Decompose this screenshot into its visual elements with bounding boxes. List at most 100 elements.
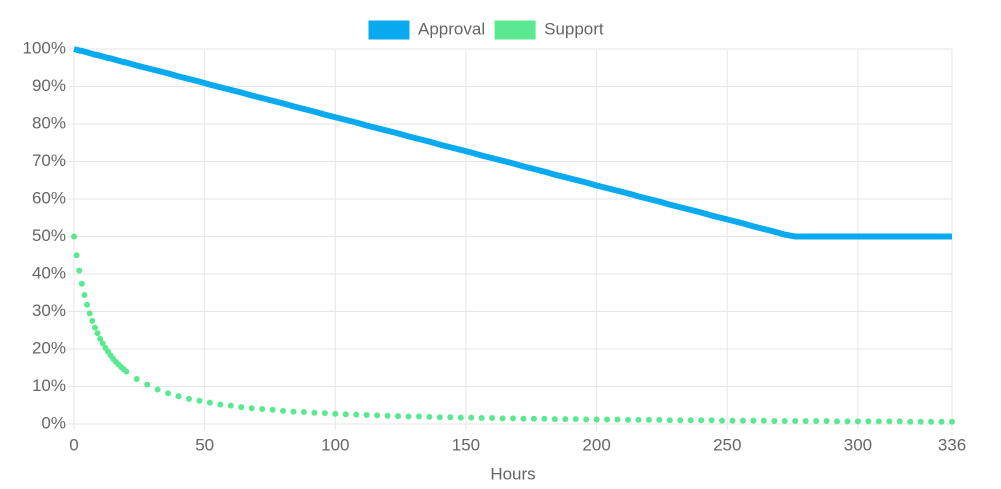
- y-tick-label: 10%: [32, 376, 66, 395]
- data-point: [624, 416, 631, 423]
- data-point: [530, 415, 537, 422]
- data-point: [123, 368, 130, 375]
- data-point: [84, 301, 91, 308]
- data-point: [698, 417, 705, 424]
- x-tick-label: 336: [938, 435, 966, 454]
- data-point: [99, 340, 106, 347]
- x-tick-label: 200: [582, 435, 610, 454]
- data-point: [269, 406, 276, 413]
- data-point: [342, 411, 349, 418]
- data-point: [97, 335, 104, 342]
- data-point: [499, 415, 506, 422]
- data-point: [771, 418, 778, 424]
- data-point: [719, 417, 726, 424]
- data-point: [154, 386, 161, 393]
- data-point: [729, 417, 736, 424]
- data-point: [928, 418, 935, 425]
- y-tick-label: 60%: [32, 188, 66, 207]
- data-point: [248, 405, 255, 412]
- data-point: [551, 416, 558, 423]
- data-point: [865, 418, 872, 425]
- data-point: [687, 417, 694, 424]
- data-point: [572, 416, 579, 423]
- data-point: [907, 418, 914, 425]
- data-point: [645, 416, 652, 423]
- x-tick-label: 100: [321, 435, 349, 454]
- data-point: [175, 393, 182, 400]
- data-point: [489, 415, 496, 421]
- data-point: [593, 416, 600, 423]
- legend-label: Approval: [418, 19, 485, 38]
- data-point: [206, 399, 213, 406]
- data-point: [635, 416, 642, 423]
- data-point: [311, 409, 318, 416]
- data-point: [666, 417, 673, 424]
- data-point: [78, 280, 85, 287]
- data-point: [76, 267, 83, 274]
- y-tick-label: 100%: [23, 38, 66, 57]
- data-point: [604, 416, 611, 423]
- data-point: [468, 414, 475, 421]
- data-point: [395, 413, 402, 420]
- data-point: [949, 418, 955, 425]
- data-point: [280, 407, 287, 414]
- data-point: [227, 402, 234, 409]
- y-tick-label: 40%: [32, 263, 66, 282]
- data-point: [165, 390, 172, 397]
- data-point: [739, 417, 746, 424]
- data-point: [813, 418, 820, 424]
- data-point: [875, 418, 882, 425]
- data-line: [73, 46, 952, 240]
- legend-swatch: [368, 20, 410, 40]
- data-point: [478, 415, 485, 421]
- data-point: [938, 418, 945, 425]
- data-point: [426, 413, 433, 420]
- data-point: [656, 416, 663, 423]
- data-point: [750, 417, 757, 424]
- data-point: [677, 417, 684, 424]
- data-point: [144, 381, 151, 388]
- x-tick-label: 300: [844, 435, 872, 454]
- data-point: [94, 330, 101, 337]
- data-point: [896, 418, 903, 425]
- data-point: [760, 417, 767, 424]
- data-point: [363, 412, 370, 418]
- data-point: [436, 414, 443, 421]
- data-point: [91, 324, 98, 331]
- data-point: [73, 252, 80, 259]
- data-point: [792, 418, 799, 424]
- data-point: [259, 406, 266, 412]
- legend-label: Support: [544, 19, 604, 38]
- data-point: [562, 416, 569, 423]
- data-point: [541, 415, 548, 422]
- x-axis-title: Hours: [490, 464, 535, 483]
- data-point: [854, 418, 861, 425]
- data-point: [321, 410, 328, 417]
- x-tick-label: 150: [452, 435, 480, 454]
- y-tick-label: 70%: [32, 151, 66, 170]
- data-point: [520, 415, 527, 422]
- data-point: [81, 292, 88, 298]
- x-tick-label: 50: [195, 435, 214, 454]
- data-point: [781, 418, 788, 424]
- data-point: [583, 416, 590, 423]
- data-point: [71, 233, 77, 240]
- data-point: [802, 418, 809, 424]
- data-point: [708, 417, 715, 424]
- y-tick-label: 0%: [41, 413, 66, 432]
- x-tick-label: 250: [713, 435, 741, 454]
- data-point: [353, 411, 360, 418]
- y-tick-label: 30%: [32, 301, 66, 320]
- data-point: [384, 412, 391, 419]
- data-point: [823, 418, 830, 424]
- data-point: [133, 376, 140, 382]
- data-point: [415, 413, 422, 420]
- data-point: [447, 414, 454, 421]
- data-point: [238, 404, 245, 411]
- data-point: [185, 395, 192, 402]
- data-point: [886, 418, 893, 425]
- legend-swatch: [494, 20, 536, 40]
- data-point: [374, 412, 381, 419]
